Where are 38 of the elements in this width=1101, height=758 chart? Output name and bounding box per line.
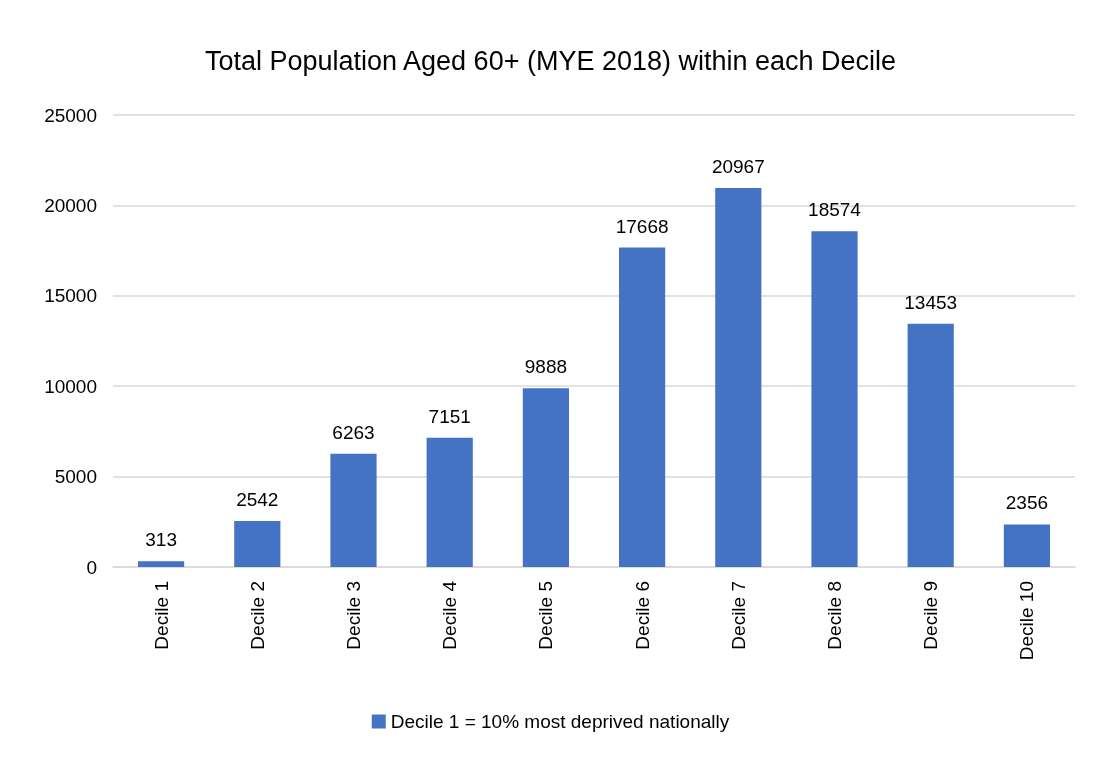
- bar: [715, 187, 762, 567]
- x-tick-label: Decile 2: [246, 581, 268, 650]
- x-tick-label: Decile 10: [1016, 581, 1038, 661]
- y-tick-label: 15000: [44, 285, 97, 307]
- bar: [330, 453, 377, 567]
- data-label: 7151: [428, 405, 471, 427]
- y-tick-label: 0: [86, 556, 97, 578]
- bar: [522, 388, 569, 567]
- x-tick-label: Decile 6: [631, 581, 653, 650]
- data-label: 9888: [524, 356, 568, 378]
- bar: [426, 437, 473, 567]
- bar: [811, 231, 858, 567]
- data-label: 17668: [615, 215, 669, 237]
- data-label: 13453: [904, 291, 958, 313]
- y-tick-label: 25000: [44, 104, 97, 126]
- y-tick-label: 10000: [44, 375, 97, 397]
- x-tick-label: Decile 9: [920, 581, 942, 650]
- data-label: 2542: [236, 489, 279, 511]
- x-tick-label: Decile 4: [439, 580, 461, 650]
- data-label: 2356: [1005, 492, 1049, 514]
- bar: [907, 323, 954, 567]
- chart-title: Total Population Aged 60+ (MYE 2018) within each Decile: [204, 45, 897, 76]
- data-label: 313: [145, 529, 177, 551]
- y-tick-label: 20000: [44, 194, 97, 216]
- x-tick-label: Decile 1: [150, 581, 172, 650]
- x-tick-label: Decile 3: [343, 581, 364, 650]
- x-tick-label: Decile 7: [727, 581, 749, 650]
- x-tick-label: Decile 8: [824, 581, 845, 650]
- data-label: 20967: [711, 155, 765, 177]
- data-label: 6263: [332, 421, 375, 443]
- data-label: 18574: [808, 199, 862, 221]
- bar: [234, 521, 281, 567]
- bar: [138, 561, 185, 567]
- bar: [1003, 524, 1050, 567]
- y-tick-label: 5000: [54, 466, 97, 488]
- x-tick-label: Decile 5: [535, 581, 557, 650]
- legend-label: Decile 1 = 10% most deprived nationally: [390, 711, 730, 732]
- bar: [619, 247, 666, 567]
